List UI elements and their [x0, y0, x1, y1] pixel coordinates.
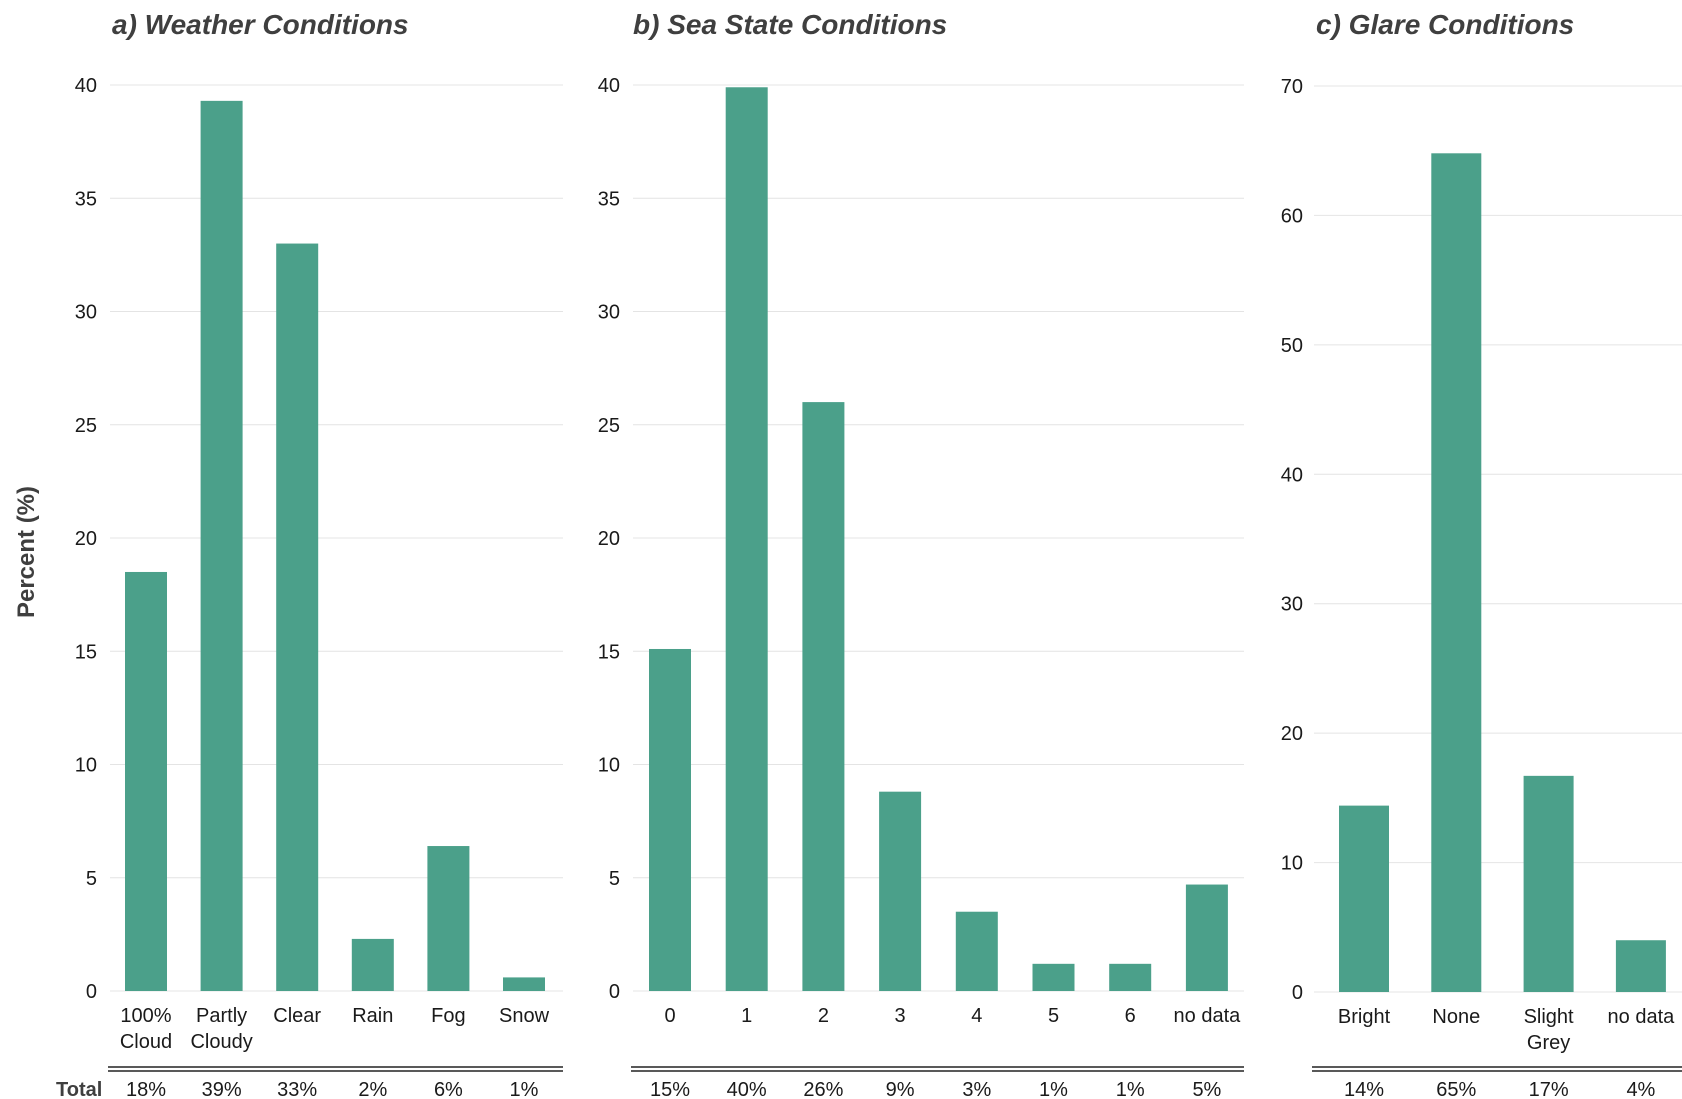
total-value: 1%: [510, 1079, 539, 1099]
total-value: 39%: [202, 1079, 242, 1099]
bar: [427, 846, 470, 991]
x-tick-label: Partly: [196, 1005, 247, 1027]
y-tick-label: 15: [598, 641, 620, 663]
total-value: 26%: [803, 1079, 843, 1099]
x-tick-label: 0: [664, 1005, 675, 1027]
y-tick-label: 70: [1281, 76, 1303, 98]
chart-panel: c) Glare Conditions 0 10 20 30 40 50 60 70 Bright…: [1281, 9, 1682, 1099]
y-tick-label: 15: [75, 641, 97, 663]
y-tick-label: 35: [75, 188, 97, 210]
y-tick-label: 10: [598, 755, 620, 777]
x-tick-label: no data: [1174, 1005, 1242, 1027]
y-tick-label: 50: [1281, 335, 1303, 357]
x-tick-label: Slight: [1524, 1006, 1574, 1028]
total-value: 33%: [277, 1079, 317, 1099]
x-tick-label: Fog: [431, 1005, 465, 1027]
chart-title: b) Sea State Conditions: [633, 9, 947, 40]
y-tick-label: 10: [1281, 853, 1303, 875]
x-tick-label: Cloud: [120, 1031, 172, 1053]
y-axis-label: Percent (%): [13, 486, 40, 618]
x-tick-label: Cloudy: [190, 1031, 252, 1053]
y-tick-label: 40: [1281, 464, 1303, 486]
x-tick-label: 2: [818, 1005, 829, 1027]
total-value: 65%: [1436, 1079, 1476, 1099]
y-tick-label: 25: [75, 415, 97, 437]
bar: [351, 938, 394, 991]
total-value: 14%: [1344, 1079, 1384, 1099]
y-tick-label: 0: [86, 981, 97, 1003]
y-tick-label: 20: [598, 528, 620, 550]
y-tick-label: 25: [598, 415, 620, 437]
y-tick-label: 30: [1281, 594, 1303, 616]
bar: [725, 87, 768, 991]
y-tick-label: 40: [75, 75, 97, 97]
bar: [1523, 775, 1574, 992]
bar: [1615, 940, 1666, 992]
total-value: 15%: [650, 1079, 690, 1099]
x-tick-label: 4: [971, 1005, 982, 1027]
total-value: 5%: [1192, 1079, 1221, 1099]
x-tick-label: Rain: [352, 1005, 393, 1027]
bar: [1185, 884, 1228, 991]
bar: [649, 648, 691, 991]
bar: [503, 977, 545, 991]
y-tick-label: 0: [609, 981, 620, 1003]
total-value: 40%: [727, 1079, 767, 1099]
y-tick-label: 20: [75, 528, 97, 550]
chart-title: a) Weather Conditions: [112, 9, 409, 40]
y-tick-label: 60: [1281, 205, 1303, 227]
x-tick-label: None: [1432, 1006, 1480, 1028]
bar: [1032, 963, 1075, 991]
y-tick-label: 30: [598, 302, 620, 324]
x-tick-label: Snow: [499, 1005, 550, 1027]
bar: [879, 791, 922, 991]
x-tick-label: no data: [1608, 1006, 1676, 1028]
chart-panel: b) Sea State Conditions05101520253035400…: [598, 9, 1244, 1099]
y-tick-label: 0: [1292, 982, 1303, 1004]
total-value: 9%: [886, 1079, 915, 1099]
y-tick-label: 20: [1281, 723, 1303, 745]
total-value: 4%: [1626, 1079, 1655, 1099]
bar: [1109, 963, 1152, 991]
x-tick-label: 100%: [120, 1005, 171, 1027]
total-value: 18%: [126, 1079, 166, 1099]
x-tick-label: 1: [741, 1005, 752, 1027]
total-value: 6%: [434, 1079, 463, 1099]
bar: [1431, 153, 1482, 992]
total-value: 1%: [1039, 1079, 1068, 1099]
total-row-label: Total: [56, 1079, 102, 1099]
total-value: 1%: [1116, 1079, 1145, 1099]
x-tick-label: 6: [1125, 1005, 1136, 1027]
y-tick-label: 10: [75, 755, 97, 777]
x-tick-label: 3: [895, 1005, 906, 1027]
bar: [1339, 805, 1389, 992]
x-tick-label: 5: [1048, 1005, 1059, 1027]
y-tick-label: 30: [75, 302, 97, 324]
bar: [802, 402, 845, 992]
x-tick-label: Bright: [1338, 1006, 1391, 1028]
bar: [125, 571, 167, 991]
chart-title: c) Glare Conditions: [1316, 9, 1574, 40]
chart-panel: a) Weather Conditions 0 5 10 15 20 25 30 35 40 100…: [75, 9, 563, 1099]
x-tick-label: Clear: [273, 1005, 321, 1027]
y-tick-label: 35: [598, 188, 620, 210]
bar: [276, 243, 319, 992]
x-tick-label: Grey: [1527, 1032, 1570, 1054]
total-value: 2%: [358, 1079, 387, 1099]
total-value: 17%: [1529, 1079, 1569, 1099]
bar: [955, 911, 998, 991]
y-tick-label: 5: [86, 868, 97, 890]
bar: [200, 100, 243, 992]
total-value: 3%: [962, 1079, 991, 1099]
y-tick-label: 5: [609, 868, 620, 890]
y-tick-label: 40: [598, 75, 620, 97]
